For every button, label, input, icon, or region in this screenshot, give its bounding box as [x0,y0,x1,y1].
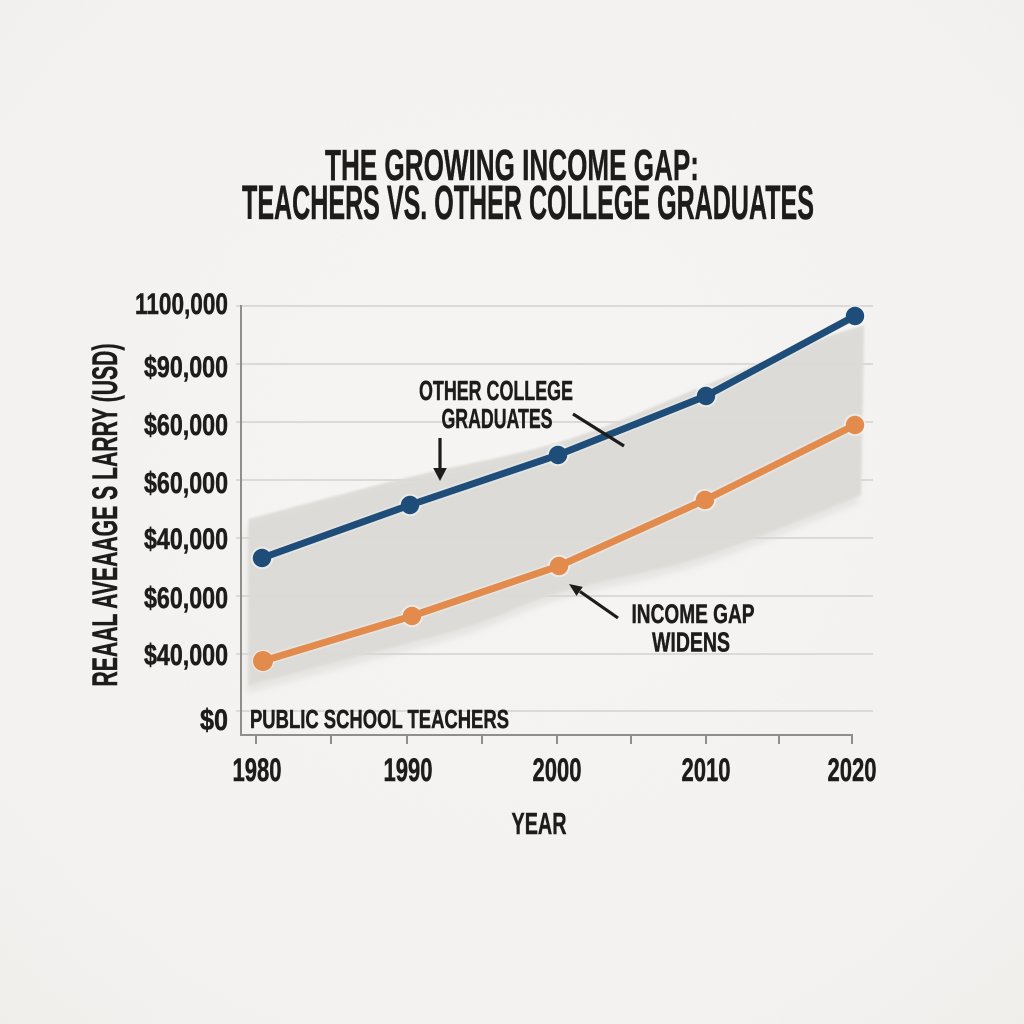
svg-text:OTHER COLLEGE: OTHER COLLEGE [419,375,573,406]
svg-text:$60,000: $60,000 [144,409,228,442]
svg-text:$40,000: $40,000 [144,639,228,672]
svg-text:2020: 2020 [828,752,877,788]
svg-text:$0: $0 [200,704,228,737]
svg-text:2000: 2000 [533,752,582,788]
svg-text:YEAR: YEAR [512,806,567,841]
svg-text:2010: 2010 [682,752,731,788]
svg-text:1100,000: 1100,000 [135,288,228,321]
svg-text:1980: 1980 [233,752,282,788]
svg-text:$60,000: $60,000 [144,467,228,500]
svg-text:PUBLIC SCHOOL TEACHERS: PUBLIC SCHOOL TEACHERS [250,704,509,734]
svg-text:$40,000: $40,000 [144,523,228,556]
svg-text:INCOME GAP: INCOME GAP [632,599,755,629]
svg-text:GRADUATES: GRADUATES [442,403,553,434]
svg-text:REAAL AVEAAGE S LARRY (USD): REAAL AVEAAGE S LARRY (USD) [86,344,125,687]
svg-text:THE GROWING INCOME GAP:: THE GROWING INCOME GAP: [325,141,699,190]
svg-text:$60,000: $60,000 [144,582,228,615]
svg-text:1990: 1990 [384,752,433,788]
svg-text:$90,000: $90,000 [144,351,228,384]
svg-text:WIDENS: WIDENS [652,627,730,658]
svg-text:TEACHERS VS. OTHER COLLEGE GRA: TEACHERS VS. OTHER COLLEGE GRADUATES [242,177,814,230]
